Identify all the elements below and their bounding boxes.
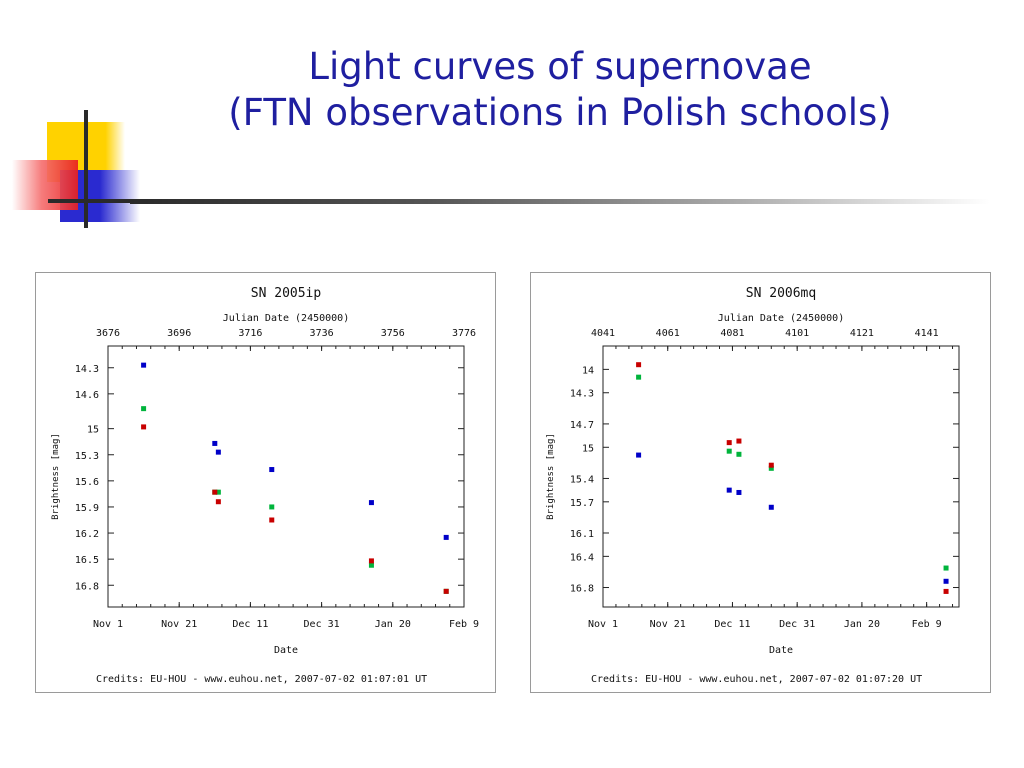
y-tick-label: 15 [87, 425, 99, 436]
y-tick-label: 16.4 [570, 552, 594, 563]
data-point [141, 362, 147, 368]
plot-frame [602, 345, 960, 608]
data-point [368, 562, 374, 568]
y-axis-label: Brightness [mag] [546, 433, 556, 520]
data-point [736, 489, 742, 495]
x-tick-label: Nov 21 [650, 619, 686, 630]
x-tick-label: Dec 11 [232, 619, 268, 630]
y-tick-label: 14 [582, 365, 594, 376]
x2-tick-label: 3776 [452, 328, 476, 339]
data-point [768, 465, 774, 471]
data-point [636, 452, 642, 458]
x-tick-label: Jan 20 [375, 619, 411, 630]
data-point [212, 489, 218, 495]
data-point [943, 588, 949, 594]
data-point [636, 374, 642, 380]
plot-frame [107, 345, 465, 608]
data-point [736, 451, 742, 457]
slide-title: Light curves of supernovae (FTN observat… [150, 44, 970, 136]
y-tick-label: 15.9 [75, 503, 99, 514]
data-point [141, 424, 147, 430]
x-tick-label: Dec 11 [714, 619, 750, 630]
chart-sn2005ip-svg: SN 2005ip Julian Date (2450000) 3676 3696 37… [51, 286, 479, 685]
slide-logo [12, 110, 140, 228]
y-tick-label: 15.3 [75, 451, 99, 462]
x2-tick-label: 3736 [310, 328, 334, 339]
data-point [768, 462, 774, 468]
x2-axis-label: Julian Date (2450000) [718, 313, 844, 324]
data-point [443, 534, 449, 540]
data-point [368, 558, 374, 564]
x-tick-label: Dec 31 [779, 619, 815, 630]
x2-tick-label: 4081 [720, 328, 744, 339]
data-point [943, 578, 949, 584]
data-point [636, 362, 642, 368]
data-point [215, 499, 221, 505]
y-tick-label: 16.5 [75, 555, 99, 566]
y-tick-label: 14.3 [570, 389, 594, 400]
data-point [726, 487, 732, 493]
x2-tick-label: 4041 [591, 328, 615, 339]
x-tick-label: Nov 1 [93, 619, 123, 630]
data-point [943, 565, 949, 571]
chart-title: SN 2005ip [251, 286, 322, 301]
data-point [269, 517, 275, 523]
x-tick-label: Jan 20 [844, 619, 880, 630]
data-point [215, 489, 221, 495]
x-tick-label: Nov 21 [161, 619, 197, 630]
x2-tick-label: 3716 [238, 328, 262, 339]
chart-sn2005ip: SN 2005ip Julian Date (2450000) 3676 3696 37… [35, 272, 496, 693]
y-axis-label: Brightness [mag] [51, 433, 61, 520]
data-point [269, 467, 275, 473]
data-point [736, 438, 742, 444]
data-point [768, 504, 774, 510]
title-line-1: Light curves of supernovae [308, 45, 812, 88]
x-tick-label: Feb 9 [912, 619, 942, 630]
x2-tick-label: 4141 [915, 328, 939, 339]
chart-credits: Credits: EU-HOU - www.euhou.net, 2007-07… [96, 674, 427, 685]
data-point [141, 406, 147, 412]
data-point [726, 440, 732, 446]
y-tick-label: 14.7 [570, 420, 594, 431]
y-tick-label: 16.8 [75, 581, 99, 592]
data-point [368, 500, 374, 506]
chart-credits: Credits: EU-HOU - www.euhou.net, 2007-07… [591, 674, 922, 685]
x2-tick-label: 4061 [656, 328, 680, 339]
x2-axis-label: Julian Date (2450000) [223, 313, 349, 324]
data-point [443, 588, 449, 594]
x2-tick-label: 4121 [850, 328, 874, 339]
y-tick-label: 16.1 [570, 529, 594, 540]
y-tick-label: 16.8 [570, 584, 594, 595]
logo-vertical-bar [84, 110, 88, 228]
chart-sn2006mq-svg: SN 2006mq Julian Date (2450000) 4041 4061 40… [546, 286, 960, 685]
y-tick-label: 16.2 [75, 529, 99, 540]
y-tick-label: 15.6 [75, 477, 99, 488]
x2-tick-label: 4101 [785, 328, 809, 339]
chart-title: SN 2006mq [746, 286, 816, 301]
x-axis-label: Date [274, 645, 298, 656]
y-tick-label: 14.3 [75, 364, 99, 375]
logo-horizontal-bar [48, 199, 138, 203]
title-rule [130, 199, 990, 204]
title-line-2: (FTN observations in Polish schools) [228, 91, 892, 134]
y-tick-label: 14.6 [75, 390, 99, 401]
x2-tick-label: 3676 [96, 328, 120, 339]
x2-tick-label: 3756 [381, 328, 405, 339]
y-tick-label: 15 [582, 443, 594, 454]
y-tick-label: 15.4 [570, 474, 594, 485]
x-axis-label: Date [769, 645, 793, 656]
x-tick-label: Dec 31 [304, 619, 340, 630]
data-point [212, 440, 218, 446]
y-tick-label: 15.7 [570, 498, 594, 509]
data-point [269, 504, 275, 510]
data-point [726, 448, 732, 454]
x-tick-label: Nov 1 [588, 619, 618, 630]
chart-sn2006mq: SN 2006mq Julian Date (2450000) 4041 4061 40… [530, 272, 991, 693]
data-point [215, 449, 221, 455]
x-tick-label: Feb 9 [449, 619, 479, 630]
x2-tick-label: 3696 [167, 328, 191, 339]
